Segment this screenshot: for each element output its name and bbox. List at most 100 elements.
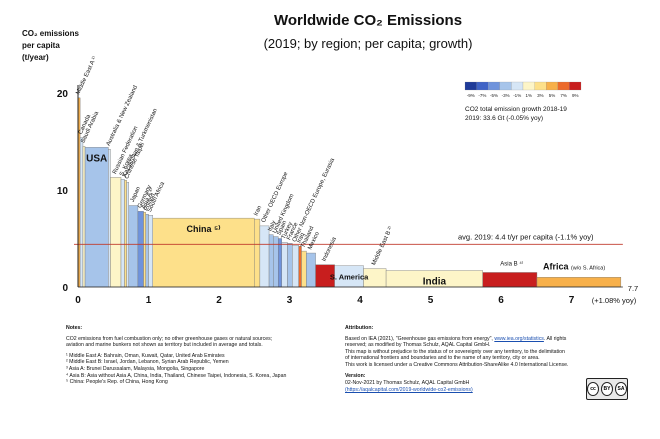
bar (79, 137, 84, 288)
legend-swatch (522, 81, 535, 91)
bar-label: India (423, 277, 447, 288)
bar (137, 211, 144, 288)
legend-swatch (546, 81, 558, 91)
bar-label: Spain (276, 220, 288, 236)
bar (82, 146, 86, 288)
bar-label: Iran (253, 205, 263, 217)
bar (287, 243, 293, 288)
legend-swatch (557, 81, 570, 91)
bar (120, 179, 125, 288)
footnote: ³ Asia A: Brunei Darussalam, Malaysia, M… (66, 365, 205, 372)
bar-label: USA (86, 153, 107, 164)
bar (301, 250, 307, 288)
bar (145, 214, 149, 288)
attribution-line: reserved; as modified by Thomas Schulz, … (345, 342, 491, 349)
bar-label: Middle East B ²⁾ (370, 225, 394, 267)
average-label: avg. 2019: 4.4 t/yr per capita (-1.1% yo… (458, 232, 594, 241)
notes-line: aviation and marine bunkers not shown as… (66, 342, 263, 349)
bar-label: Indonesia (321, 236, 338, 263)
x-end-label: 7.7 (628, 284, 638, 293)
attribution-section: Attribution: Based on IEA (2021), "Green… (345, 325, 645, 393)
attribution-line: This work is licensed under a Creative C… (345, 361, 569, 368)
x-tick-label: 2 (216, 295, 222, 306)
bar (298, 246, 302, 288)
footnote: ⁵ China: People's Rep. of China, Hong Ko… (66, 379, 168, 386)
y-tick-label: 20 (57, 89, 69, 100)
attribution-text: Based on IEA (2021), "Greenhouse gas emi… (345, 335, 495, 342)
y-tick-label: 0 (62, 283, 68, 294)
version-link[interactable]: (https://aqalcapital.com/2019-worldwide-… (345, 386, 473, 393)
legend-tick: 3% (537, 93, 544, 98)
legend-tick: -5% (490, 93, 498, 98)
legend-caption: CO2 total emission growth 2018-19 (465, 106, 567, 113)
legend-caption: 2019: 33.6 Gt (-0.05% yoy) (465, 115, 543, 122)
bar-label: Iraq (296, 232, 306, 244)
legend-swatch (534, 81, 547, 91)
legend-tick: -3% (502, 93, 510, 98)
attribution-text: . All rights (543, 335, 567, 342)
bar (110, 177, 122, 288)
bar (128, 205, 139, 288)
legend-swatch (499, 81, 512, 91)
bar-label: Italy (268, 220, 278, 233)
x-tick-label: 7 (569, 295, 575, 306)
version-line: 02-Nov-2021 by Thomas Schulz, AQAL Capit… (345, 380, 470, 387)
chart-title: Worldwide CO₂ Emissions (274, 12, 462, 29)
y-tick-label: 10 (57, 186, 69, 197)
legend-swatch (488, 81, 500, 91)
x-tick-label: 4 (357, 295, 363, 306)
bar (536, 277, 622, 288)
legend-swatch (511, 81, 524, 91)
x-tick-label: 0 (75, 295, 81, 306)
bar (259, 225, 270, 288)
notes-section: Notes: CO2 emissions from fuel combustio… (66, 325, 316, 386)
by-icon: BY (601, 382, 613, 396)
bar (126, 182, 129, 288)
cc-icon: cc (587, 382, 599, 396)
attribution-heading: Attribution: (345, 325, 374, 331)
bar-label: S. America (330, 273, 369, 282)
sa-icon: SA (615, 382, 627, 396)
legend-swatch (476, 81, 489, 91)
bar (292, 245, 299, 288)
notes-heading: Notes: (66, 325, 83, 331)
legend-tick: 1% (526, 93, 533, 98)
iea-link[interactable]: www.iea.org/statistics (494, 335, 544, 342)
version-heading: Version: (345, 372, 366, 379)
x-tick-label: 1 (146, 295, 152, 306)
bar (278, 238, 282, 288)
notes-line: CO2 emissions from fuel combustion only;… (66, 335, 273, 342)
y-axis-label: per capita (22, 41, 60, 50)
footnote: ¹ Middle East A: Bahrain, Oman, Kuwait, … (66, 352, 225, 359)
attribution-line: of international frontiers and boundarie… (345, 355, 540, 362)
legend-tick: -7% (478, 93, 486, 98)
bar-label: Asia B ⁴⁾ (500, 260, 524, 267)
bar (124, 180, 127, 288)
footnote: ⁴ Asia B: Asia without Asia A, China, In… (66, 372, 287, 379)
footnote: ² Middle East B: Israel, Jordan, Lebanon… (66, 359, 229, 366)
cc-license-badge[interactable]: cc BY SA (586, 378, 628, 400)
legend-swatch (464, 81, 477, 91)
legend-tick: -1% (513, 93, 521, 98)
bar-label: Africa (w/o S. Africa) (543, 261, 605, 271)
x-tick-label: 5 (428, 295, 434, 306)
legend-tick: -9% (467, 93, 475, 98)
legend-tick: 5% (549, 93, 556, 98)
bar (268, 234, 274, 288)
x-tick-label: 3 (287, 295, 293, 306)
legend-swatch (569, 81, 582, 91)
bar (281, 242, 288, 288)
bar (482, 272, 538, 288)
bar-label: China ⁵⁾ (187, 224, 221, 234)
legend-tick: 7% (560, 93, 567, 98)
bar (254, 218, 261, 288)
chart: Worldwide CO₂ Emissions (2019; by region;… (22, 12, 638, 306)
x-end-growth: (+1.08% yoy) (592, 296, 637, 305)
bar (143, 212, 146, 288)
chart-subtitle: (2019; by region; per capita; growth) (264, 36, 473, 51)
y-axis-label: (t/year) (22, 53, 49, 62)
attribution-line: This map is without prejudice to the sta… (345, 348, 565, 355)
y-axis-label: CO₂ emissions (22, 29, 79, 38)
bar (306, 252, 316, 288)
bar (108, 149, 111, 288)
